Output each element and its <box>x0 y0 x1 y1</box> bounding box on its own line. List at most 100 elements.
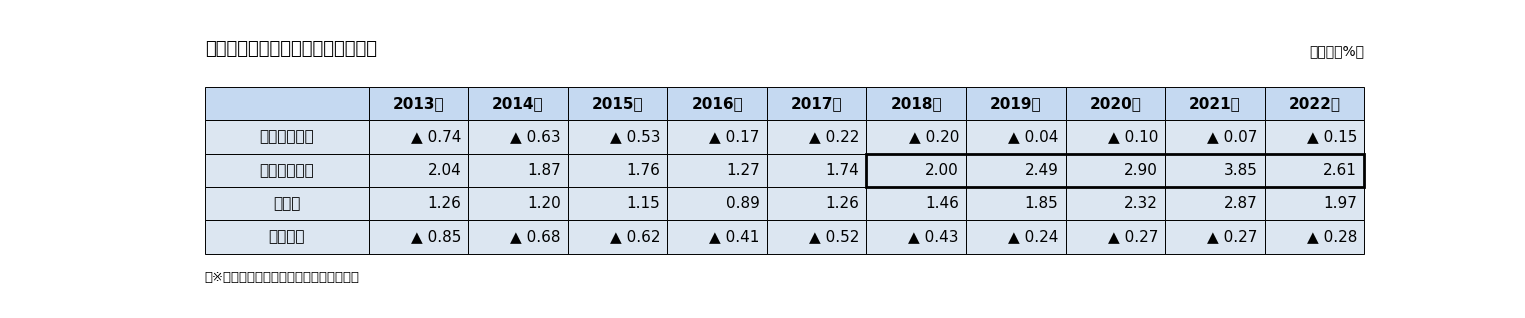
Text: ▲ 0.15: ▲ 0.15 <box>1307 129 1357 145</box>
Text: 1.74: 1.74 <box>825 163 860 178</box>
Text: 民間医療保険の被保険者数の増加率: 民間医療保険の被保険者数の増加率 <box>204 40 377 58</box>
Bar <box>1165 154 1264 187</box>
Text: 2014年: 2014年 <box>493 96 544 111</box>
Text: 2.90: 2.90 <box>1124 163 1157 178</box>
Bar <box>369 220 468 254</box>
Text: 2.32: 2.32 <box>1124 196 1157 211</box>
Text: ▲ 0.04: ▲ 0.04 <box>1008 129 1058 145</box>
Bar <box>567 220 668 254</box>
Bar <box>204 154 369 187</box>
Bar <box>866 220 965 254</box>
Bar <box>1165 87 1264 121</box>
Bar <box>369 87 468 121</box>
Bar <box>767 87 866 121</box>
Text: ▲ 0.41: ▲ 0.41 <box>709 230 759 245</box>
Bar <box>866 154 1365 187</box>
Text: 1.20: 1.20 <box>528 196 561 211</box>
Bar <box>866 187 965 220</box>
Bar <box>468 220 567 254</box>
Bar <box>369 154 468 187</box>
Bar <box>866 121 965 154</box>
Text: 2.00: 2.00 <box>926 163 959 178</box>
Text: 1.27: 1.27 <box>726 163 759 178</box>
Bar <box>1066 154 1165 187</box>
Text: 2015年: 2015年 <box>592 96 644 111</box>
Bar <box>468 187 567 220</box>
Text: ▲ 0.62: ▲ 0.62 <box>610 230 660 245</box>
Text: 2013年: 2013年 <box>392 96 444 111</box>
Bar <box>668 154 767 187</box>
Bar <box>965 187 1066 220</box>
Bar <box>1264 187 1365 220</box>
Text: 2.04: 2.04 <box>427 163 461 178</box>
Text: ▲ 0.28: ▲ 0.28 <box>1307 230 1357 245</box>
Text: ▲ 0.10: ▲ 0.10 <box>1107 129 1157 145</box>
Bar <box>1264 121 1365 154</box>
Text: 完全医療保険: 完全医療保険 <box>259 129 314 145</box>
Text: 1.15: 1.15 <box>627 196 660 211</box>
Text: ▲ 0.17: ▲ 0.17 <box>709 129 759 145</box>
Bar <box>965 87 1066 121</box>
Text: 2020年: 2020年 <box>1089 96 1141 111</box>
Bar <box>1165 220 1264 254</box>
Bar <box>468 121 567 154</box>
Bar <box>767 220 866 254</box>
Text: ▲ 0.07: ▲ 0.07 <box>1208 129 1258 145</box>
Bar <box>965 220 1066 254</box>
Text: ▲ 0.20: ▲ 0.20 <box>909 129 959 145</box>
Text: 付加医療保険: 付加医療保険 <box>259 163 314 178</box>
Bar <box>1165 187 1264 220</box>
Bar <box>567 154 668 187</box>
Bar <box>204 121 369 154</box>
Text: 1.76: 1.76 <box>627 163 660 178</box>
Text: 1.97: 1.97 <box>1324 196 1357 211</box>
Bar <box>1165 121 1264 154</box>
Bar <box>767 187 866 220</box>
Text: 2.87: 2.87 <box>1225 196 1258 211</box>
Text: ▲ 0.24: ▲ 0.24 <box>1008 230 1058 245</box>
Text: 2016年: 2016年 <box>691 96 743 111</box>
Text: （※）民間医療保険連盟の資料に基づく。: （※）民間医療保険連盟の資料に基づく。 <box>204 271 360 284</box>
Text: ▲ 0.22: ▲ 0.22 <box>808 129 860 145</box>
Bar <box>1066 220 1165 254</box>
Bar <box>668 187 767 220</box>
Text: 合　計: 合 計 <box>273 196 300 211</box>
Bar <box>1066 87 1165 121</box>
Text: 2021年: 2021年 <box>1190 96 1241 111</box>
Text: ▲ 0.68: ▲ 0.68 <box>511 230 561 245</box>
Bar <box>767 154 866 187</box>
Bar <box>204 187 369 220</box>
Text: 2017年: 2017年 <box>791 96 842 111</box>
Text: 2022年: 2022年 <box>1289 96 1340 111</box>
Text: 1.26: 1.26 <box>825 196 860 211</box>
Bar <box>567 87 668 121</box>
Text: 介護保険: 介護保険 <box>268 230 305 245</box>
Bar <box>567 187 668 220</box>
Text: 1.87: 1.87 <box>528 163 561 178</box>
Text: 0.89: 0.89 <box>726 196 759 211</box>
Bar <box>567 121 668 154</box>
Bar <box>468 154 567 187</box>
Text: 2.61: 2.61 <box>1324 163 1357 178</box>
Text: 3.85: 3.85 <box>1223 163 1258 178</box>
Text: ▲ 0.27: ▲ 0.27 <box>1208 230 1258 245</box>
Bar <box>965 121 1066 154</box>
Text: 1.46: 1.46 <box>926 196 959 211</box>
Bar <box>1066 187 1165 220</box>
Bar <box>668 220 767 254</box>
Bar <box>204 220 369 254</box>
Text: ▲ 0.43: ▲ 0.43 <box>909 230 959 245</box>
Bar <box>1066 121 1165 154</box>
Bar <box>1264 154 1365 187</box>
Bar <box>369 187 468 220</box>
Text: ▲ 0.52: ▲ 0.52 <box>808 230 860 245</box>
Bar <box>866 87 965 121</box>
Text: 1.85: 1.85 <box>1025 196 1058 211</box>
Text: ▲ 0.63: ▲ 0.63 <box>509 129 561 145</box>
Bar <box>965 154 1066 187</box>
Text: 2019年: 2019年 <box>990 96 1042 111</box>
Text: ▲ 0.85: ▲ 0.85 <box>410 230 461 245</box>
Text: 1.26: 1.26 <box>427 196 461 211</box>
Text: ▲ 0.27: ▲ 0.27 <box>1107 230 1157 245</box>
Bar <box>668 121 767 154</box>
